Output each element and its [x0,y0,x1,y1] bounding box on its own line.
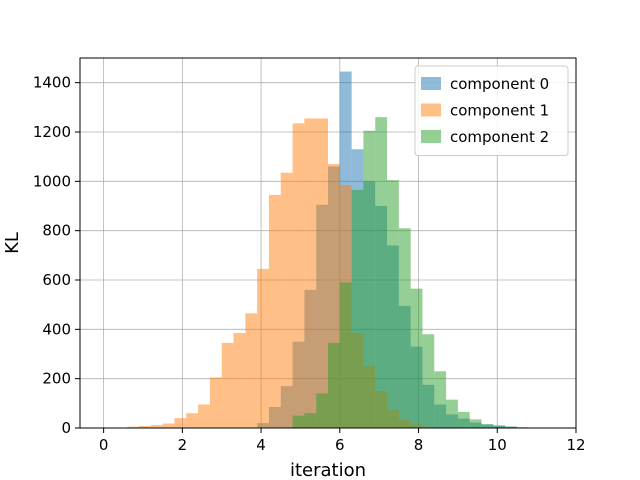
histogram-bar [328,164,340,429]
legend-label: component 0 [450,75,549,93]
histogram-bars [127,71,529,429]
y-tick-label: 1200 [33,123,71,141]
histogram-bar [481,424,494,428]
legend-swatch [421,103,441,117]
histogram-bar [257,268,269,428]
x-tick-label: 10 [488,436,507,454]
x-tick-label: 4 [256,436,266,454]
histogram-bar [410,288,423,428]
x-tick-label: 12 [566,436,585,454]
histogram-bar [422,334,435,428]
y-axis-label: KL [2,232,23,254]
histogram-bar [268,194,281,428]
histogram-bar [363,130,376,428]
histogram-bar [292,123,305,428]
y-tick-label: 200 [42,370,71,388]
histogram-bar [434,371,447,428]
histogram-bar [493,425,506,428]
histogram-bar [174,418,187,428]
histogram-bar [162,423,175,428]
histogram-bar [280,172,293,428]
x-axis-ticks: 0 2 4 6 8 10 12 [99,428,586,454]
legend: component 0 component 1 component 2 [414,65,569,156]
histogram-bar [292,415,305,428]
histogram-bar [209,377,222,428]
y-tick-label: 800 [42,222,71,240]
histogram-bar [233,333,246,428]
series-2-bars [292,117,517,428]
histogram-bar [316,118,328,428]
y-axis-ticks: 0 200 400 600 800 1000 1200 1400 [33,74,80,437]
histogram-bar [446,399,458,428]
histogram-bar [339,282,352,428]
y-tick-label: 400 [42,320,71,338]
legend-swatch [421,130,441,143]
histogram-bar [351,189,364,428]
y-tick-label: 0 [61,419,71,437]
histogram-bar [328,342,340,428]
histogram-bar [186,413,199,428]
x-tick-label: 8 [414,436,424,454]
histogram-bar [245,313,258,428]
histogram-bar [304,118,317,428]
x-tick-label: 2 [178,436,188,454]
histogram-bar [398,228,411,428]
x-axis-label: iteration [290,460,366,480]
legend-box [414,65,569,156]
histogram-bar [387,180,399,428]
histogram-bar [304,413,317,428]
plot-frame [79,57,577,429]
histogram-bar [316,393,328,428]
legend-label: component 2 [450,128,549,146]
y-tick-label: 1400 [33,74,71,92]
histogram-bar [139,426,151,428]
legend-swatch [421,77,441,90]
histogram-bar [221,342,234,428]
histogram-bar [505,426,517,428]
histogram-bar [198,404,210,428]
x-tick-label: 0 [99,436,109,454]
histogram-bar [150,425,163,428]
histogram-bar [375,117,388,428]
x-tick-label: 6 [335,436,345,454]
legend-label: component 1 [450,102,549,120]
histogram-bar [457,411,470,428]
y-tick-label: 600 [42,271,71,289]
histogram-bar [127,426,140,428]
histogram-bar [469,419,482,428]
y-tick-label: 1000 [33,172,71,190]
